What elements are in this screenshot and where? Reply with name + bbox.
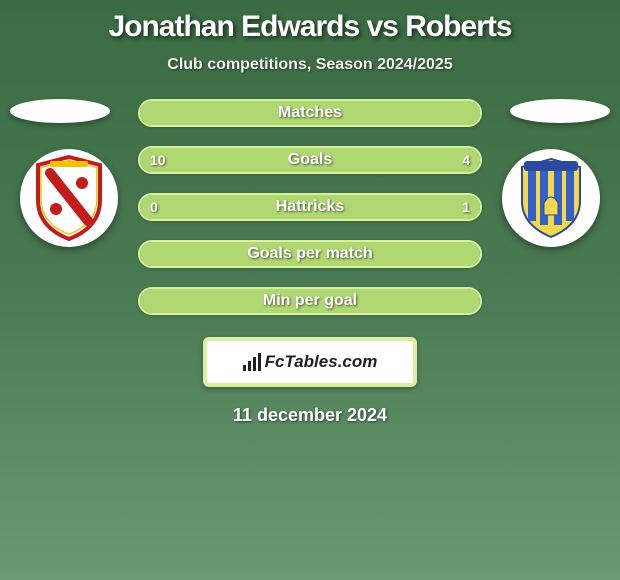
crest-right-icon: [514, 155, 588, 241]
oval-decoration-right: [510, 99, 610, 123]
crest-left-icon: [32, 155, 106, 241]
stat-bar: Goals per match: [138, 240, 482, 268]
stat-label: Matches: [140, 101, 480, 125]
date-text: 11 december 2024: [0, 405, 620, 426]
brand-bars-icon: [243, 353, 261, 371]
subtitle: Club competitions, Season 2024/2025: [0, 56, 620, 74]
stat-label: Goals: [140, 148, 480, 172]
stat-bar: Min per goal: [138, 287, 482, 315]
page-title: Jonathan Edwards vs Roberts: [0, 0, 620, 44]
stat-bar: 104Goals: [138, 146, 482, 174]
footer-brand-text: FcTables.com: [265, 352, 378, 372]
club-badge-right: [502, 149, 600, 247]
stat-label: Hattricks: [140, 195, 480, 219]
comparison-arena: Matches 104Goals 01Hattricks Goals per matc…: [0, 99, 620, 315]
footer-brand-box: FcTables.com: [203, 337, 417, 387]
stat-label: Min per goal: [140, 289, 480, 313]
stat-label: Goals per match: [140, 242, 480, 266]
stat-bar: 01Hattricks: [138, 193, 482, 221]
stat-bar: Matches: [138, 99, 482, 127]
club-badge-left: [20, 149, 118, 247]
oval-decoration-left: [10, 99, 110, 123]
stat-bars: Matches 104Goals 01Hattricks Goals per matc…: [138, 99, 482, 315]
